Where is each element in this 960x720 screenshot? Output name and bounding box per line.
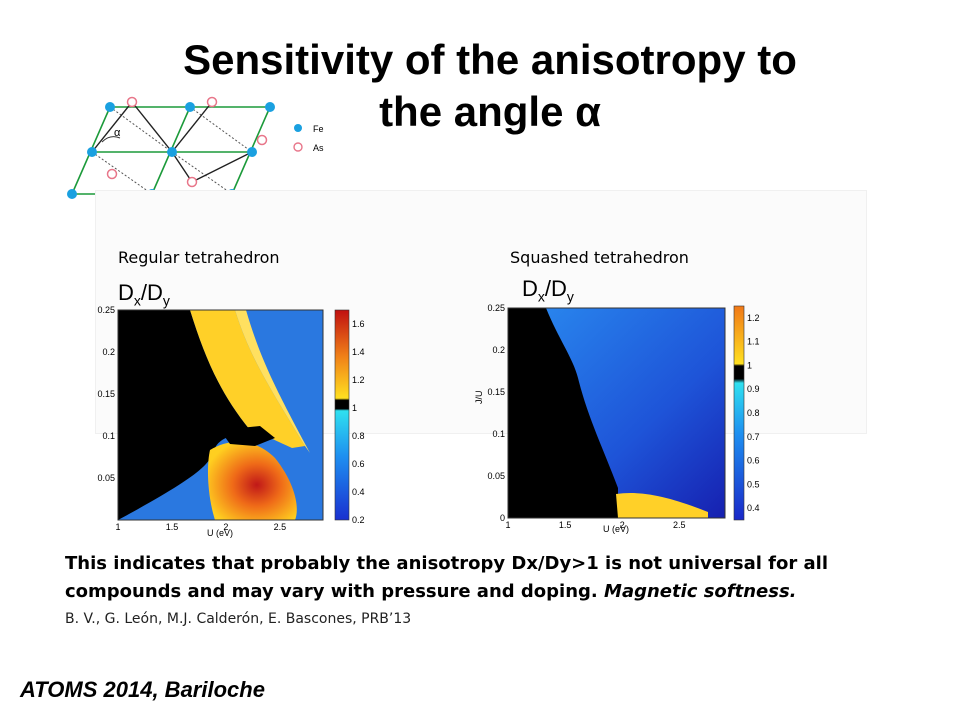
legend-as-label: As	[313, 143, 324, 153]
x-ticks: 1 1.5 2 2.5	[505, 520, 685, 530]
x-tick-label: 2.5	[673, 520, 686, 530]
heatmap-squashed: J/U U (eV) 1 1.5 2 2.5 0 0.05 0.1 0.15 0.2 0.25 0.…	[474, 303, 760, 534]
reference-citation: B. V., G. León, M.J. Calderón, E. Bascon…	[65, 611, 412, 627]
summary-main: This indicates that probably the anisotr…	[65, 553, 828, 602]
colorbar-tick-label: 1.4	[352, 347, 365, 357]
colorbar-tick-label: 1.1	[747, 337, 760, 347]
colorbar-tick-label: 0.6	[352, 459, 365, 469]
y-tick-label: 0.15	[487, 387, 505, 397]
red-core	[207, 441, 297, 520]
x-tick-label: 1.5	[559, 520, 572, 530]
x-tick-label: 1	[505, 520, 510, 530]
black-fringe	[220, 426, 275, 446]
colorbar	[334, 309, 350, 521]
dxdy-label-right: Dx/Dy	[522, 276, 574, 305]
colorbar-tick-label: 0.7	[747, 432, 760, 442]
colorbar-tick-label: 1.2	[352, 375, 365, 385]
legend-fe-label: Fe	[313, 124, 324, 134]
plot-frame	[507, 307, 726, 519]
caption-squashed: Squashed tetrahedron	[510, 248, 689, 267]
y-tick-label: 0.2	[102, 347, 115, 357]
y-ticks: 0 0.05 0.1 0.15 0.2 0.25	[487, 303, 505, 523]
colorbar-tick-label: 0.2	[352, 515, 365, 525]
colorbar-tick-label: 1.6	[352, 319, 365, 329]
colorbar-ticks: 0.2 0.4 0.6 0.8 1 1.2 1.4 1.6	[352, 319, 365, 525]
slide-title: Sensitivity of the anisotropy to the ang…	[100, 34, 880, 138]
legend-as-marker	[293, 142, 303, 152]
dxdy-label-left: Dx/Dy	[118, 280, 170, 309]
x-tick-label: 1.5	[166, 522, 179, 532]
heatmap-regular: J/U U (eV) 1 1.5 2 2.5 0.05 0.1 0.15 0.2 0.25 0.2…	[97, 305, 365, 538]
footer-conference: ATOMS 2014, Bariloche	[20, 677, 265, 702]
colorbar-tick-label: 1	[747, 360, 752, 370]
yellow-band	[190, 310, 305, 448]
summary-emphasis: Magnetic softness.	[604, 581, 797, 602]
black-region	[118, 310, 250, 520]
colorbar-tick-label: 0.8	[747, 408, 760, 418]
colorbar-tick-label: 1	[352, 403, 357, 413]
angle-label: α	[114, 127, 121, 139]
y-axis-label: J/U	[474, 391, 484, 405]
colorbar-tick-label: 0.4	[747, 503, 760, 513]
y-tick-label: 0	[500, 513, 505, 523]
colorbar-tick-label: 0.6	[747, 456, 760, 466]
legend-fe-marker	[294, 124, 302, 132]
y-tick-label: 0.1	[492, 429, 505, 439]
x-tick-label: 2	[620, 520, 625, 530]
colorbar-tick-label: 0.4	[352, 487, 365, 497]
colorbar-ticks: 0.4 0.5 0.6 0.7 0.8 0.9 1 1.1 1.2	[747, 313, 760, 513]
y-tick-label: 0.05	[97, 473, 115, 483]
colorbar-tick-label: 0.8	[352, 431, 365, 441]
colorbar-tick-label: 0.9	[747, 384, 760, 394]
colorbar-tick-label: 0.5	[747, 479, 760, 489]
caption-regular: Regular tetrahedron	[118, 248, 280, 267]
x-ticks: 1 1.5 2 2.5	[115, 522, 286, 532]
angle-arc	[101, 136, 121, 143]
y-tick-label: 0.15	[97, 389, 115, 399]
yellow-strip	[616, 492, 708, 518]
title-line-2: the angle α	[379, 88, 601, 135]
colorbar-tick-label: 1.2	[747, 313, 760, 323]
x-tick-label: 2	[223, 522, 228, 532]
x-tick-label: 1	[115, 522, 120, 532]
as-atoms	[106, 96, 268, 188]
y-ticks: 0.05 0.1 0.15 0.2 0.25	[97, 305, 115, 483]
black-region	[508, 308, 618, 518]
y-tick-label: 0.25	[97, 305, 115, 315]
colorbar	[733, 305, 745, 521]
summary-text: This indicates that probably the anisotr…	[65, 550, 935, 606]
x-tick-label: 2.5	[274, 522, 287, 532]
x-axis-label: U (eV)	[207, 528, 233, 538]
y-tick-label: 0.2	[492, 345, 505, 355]
x-axis-label: U (eV)	[603, 524, 629, 534]
fe-atoms	[67, 102, 275, 199]
lattice-solid-bonds	[91, 101, 253, 183]
yellow-edge	[235, 310, 310, 453]
y-tick-label: 0.1	[102, 431, 115, 441]
y-axis-label: J/U	[182, 378, 192, 392]
y-tick-label: 0.05	[487, 471, 505, 481]
plot-frame	[117, 309, 324, 521]
title-line-1: Sensitivity of the anisotropy to	[183, 36, 797, 83]
y-tick-label: 0.25	[487, 303, 505, 313]
